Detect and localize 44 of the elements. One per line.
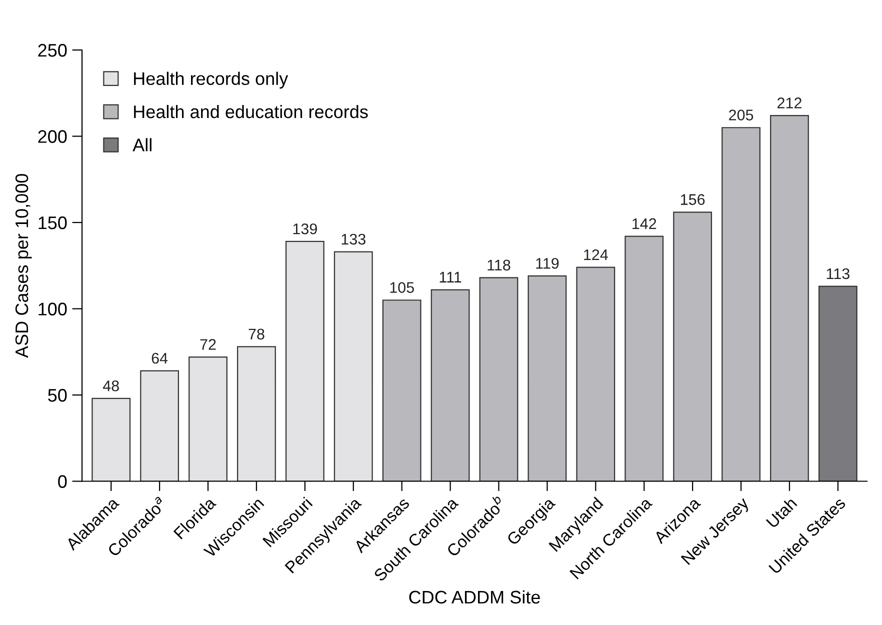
bar	[188, 356, 228, 482]
data-label: 113	[826, 268, 850, 280]
y-tick-label: 200	[38, 130, 67, 143]
bar	[92, 398, 131, 482]
data-label: 133	[342, 234, 366, 245]
data-label: 119	[536, 258, 559, 269]
data-label: 105	[390, 282, 414, 293]
bar	[722, 127, 760, 482]
bar	[576, 266, 616, 482]
y-tick-label: 100	[38, 302, 67, 316]
data-label: 212	[778, 98, 802, 108]
bar	[624, 236, 664, 482]
bar	[140, 370, 180, 482]
legend-label: Health and education records	[134, 104, 368, 118]
legend-label: All	[132, 138, 152, 152]
data-label: 139	[293, 223, 317, 234]
x-tick-label: Utah	[765, 496, 798, 528]
data-label: 72	[200, 339, 216, 350]
data-label: 78	[248, 328, 264, 340]
bar	[382, 300, 422, 482]
data-label: 156	[680, 194, 705, 205]
bar	[818, 286, 858, 482]
y-tick-label: 0	[58, 475, 67, 488]
y-tick-label: 150	[38, 216, 67, 230]
y-axis-title: ASD Cases per 10,000	[15, 174, 32, 358]
data-label: 48	[102, 380, 119, 392]
bar	[430, 289, 470, 482]
data-label: 111	[440, 272, 462, 282]
bar	[528, 275, 567, 482]
data-label: 64	[152, 352, 168, 364]
bar	[334, 251, 373, 482]
bar	[479, 277, 518, 482]
data-label: 124	[584, 249, 608, 260]
bar	[770, 114, 809, 482]
legend-label: Health records only	[134, 72, 288, 89]
data-label: 142	[632, 218, 656, 229]
bar	[285, 240, 324, 482]
y-tick-label: 250	[38, 44, 67, 57]
y-tick-label: 50	[48, 388, 67, 402]
data-label: 205	[729, 110, 754, 120]
x-axis-title: CDC ADDM Site	[409, 590, 540, 604]
bar	[673, 212, 712, 482]
bar	[237, 346, 276, 482]
data-label: 118	[488, 260, 510, 271]
